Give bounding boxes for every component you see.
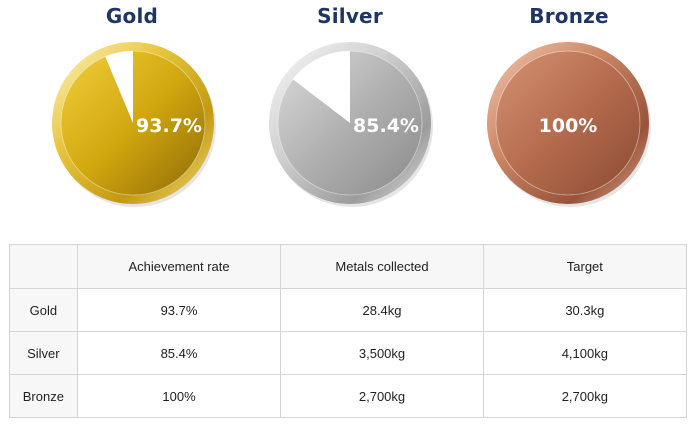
- silver-medal: 85.4%: [269, 42, 433, 207]
- table-cell-achievement-rate: 85.4%: [76, 331, 282, 375]
- silver-percent-label: 85.4%: [353, 115, 419, 137]
- table-cell-metals-collected: 28.4kg: [280, 288, 484, 332]
- table-header-target: Target: [482, 244, 688, 289]
- table-cell-medal: Silver: [9, 331, 78, 375]
- table-header-blank: [9, 244, 78, 289]
- table-row-gold: Gold 93.7% 28.4kg 30.3kg: [9, 288, 688, 332]
- table-header-row: Achievement rate Metals collected Target: [9, 244, 688, 289]
- medals-chart: 93.7% 85.4% 100%: [52, 42, 651, 207]
- silver-medal-inner-edge: [277, 50, 423, 196]
- table-header-metals-collected: Metals collected: [280, 244, 484, 289]
- medal-data-table: Achievement rate Metals collected Target…: [9, 244, 688, 418]
- table-cell-medal: Bronze: [9, 374, 78, 418]
- bronze-medal: 100%: [487, 42, 651, 207]
- table-cell-target: 30.3kg: [482, 288, 688, 332]
- table-cell-metals-collected: 3,500kg: [280, 331, 484, 375]
- bronze-value-slice: [496, 51, 640, 195]
- gold-percent-label: 93.7%: [136, 115, 202, 137]
- table-cell-achievement-rate: 93.7%: [76, 288, 282, 332]
- table-cell-target: 4,100kg: [482, 331, 688, 375]
- bronze-medal-inner-edge: [495, 50, 641, 196]
- table-cell-achievement-rate: 100%: [76, 374, 282, 418]
- gold-medal: 93.7%: [52, 42, 216, 207]
- table-row-bronze: Bronze 100% 2,700kg 2,700kg: [9, 374, 688, 418]
- gold-title: Gold: [105, 4, 159, 28]
- table-cell-metals-collected: 2,700kg: [280, 374, 484, 418]
- bronze-percent-label: 100%: [539, 115, 598, 137]
- silver-value-slice: [278, 50, 423, 196]
- gold-medal-inner-edge: [60, 50, 206, 196]
- table-cell-medal: Gold: [9, 288, 78, 332]
- table-header-achievement-rate: Achievement rate: [76, 244, 282, 289]
- table-cell-target: 2,700kg: [482, 374, 688, 418]
- bronze-title: Bronze: [529, 4, 609, 28]
- silver-title: Silver: [317, 4, 383, 28]
- table-row-silver: Silver 85.4% 3,500kg 4,100kg: [9, 331, 688, 375]
- gold-value-slice: [60, 51, 206, 195]
